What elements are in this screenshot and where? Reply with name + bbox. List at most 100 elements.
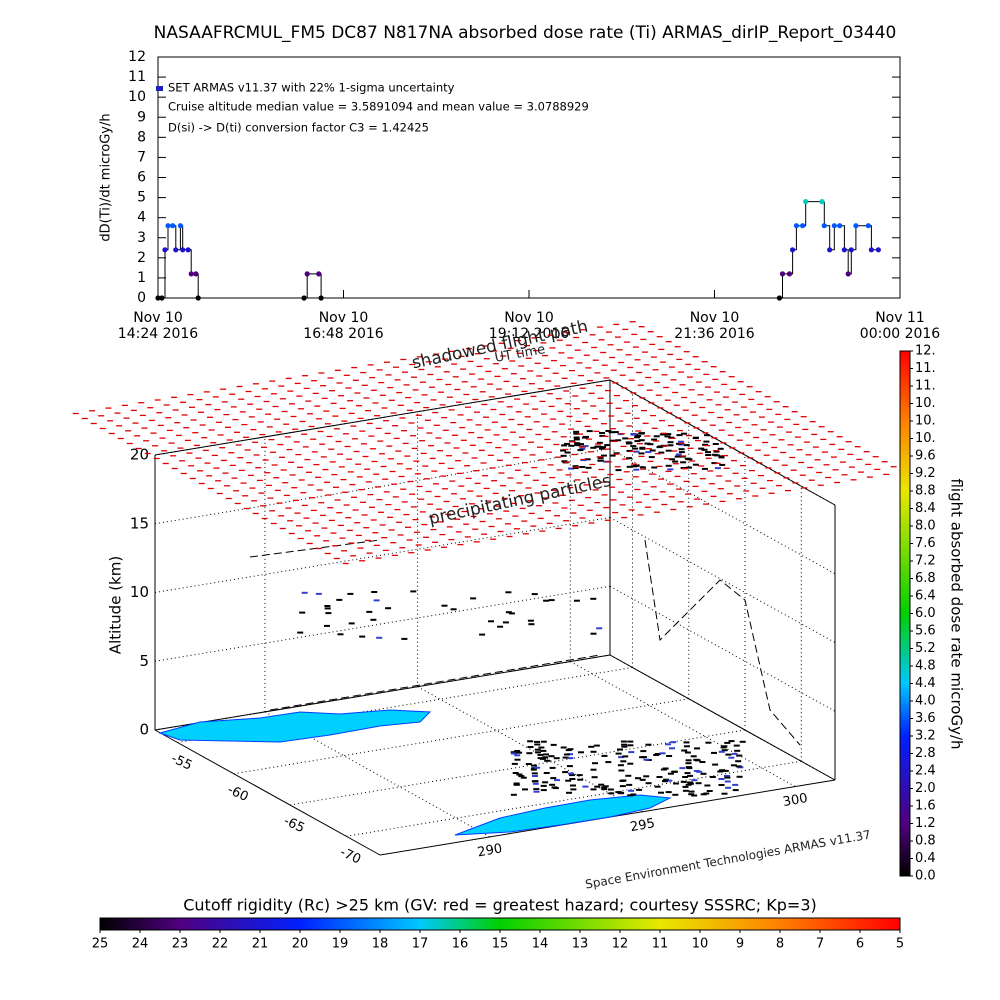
track-dot [604, 444, 611, 447]
track-dot [680, 461, 687, 464]
colorbar-tick-label: 7 [816, 937, 824, 952]
track-dot [702, 443, 709, 446]
colorbar-tick-label: 9.2 [915, 466, 936, 481]
track-dot [701, 467, 708, 470]
data-point [800, 223, 806, 229]
track-dot [337, 633, 344, 636]
colorbar-tick-label: 17 [412, 937, 429, 952]
track-dot [548, 755, 555, 758]
track-dot [622, 437, 629, 440]
data-point [318, 295, 324, 301]
track-dot [505, 611, 512, 614]
track-dot [721, 792, 728, 795]
track-dot [569, 778, 576, 780]
y-tick-label: 6 [137, 170, 146, 186]
colorbar-tick-label: 9.6 [915, 449, 936, 464]
track-dot [663, 778, 670, 781]
colorbar-tick-label: 11 [652, 937, 669, 952]
y-tick-label: 9 [137, 109, 146, 125]
track-dot [704, 784, 711, 787]
track-dot [666, 755, 673, 757]
colorbar-tick-label: 8.8 [915, 484, 936, 499]
track-dot [667, 468, 674, 471]
track-dot [563, 442, 570, 445]
track-dot [735, 765, 742, 768]
track-dot [717, 447, 724, 450]
colorbar-tick-label: 3.2 [915, 729, 936, 744]
track-dot [534, 740, 540, 743]
track-dot [718, 778, 725, 780]
track-dot [647, 443, 654, 446]
track-dot [617, 792, 624, 795]
track-dot [540, 789, 547, 792]
track-dot [608, 431, 615, 434]
land [158, 709, 432, 743]
colorbar-tick-label: 11. [915, 379, 936, 394]
track-dot [639, 466, 646, 469]
track-dot [578, 751, 584, 754]
track-dot [688, 793, 695, 796]
track-dot [694, 747, 700, 750]
track-dot [568, 444, 575, 447]
wall-grid-line [154, 517, 611, 593]
track-dot [690, 755, 697, 758]
track-dot [654, 785, 661, 788]
data-point [868, 247, 875, 253]
track-dot [336, 598, 343, 601]
track-dot [578, 443, 584, 446]
track-dot [730, 764, 737, 767]
track-dot [566, 791, 572, 794]
track-dot [505, 591, 512, 594]
data-point [776, 295, 783, 301]
data-point [170, 223, 176, 229]
track-dot [376, 636, 383, 639]
data-point [155, 295, 161, 301]
track-dot [562, 771, 569, 774]
track-dot [626, 442, 632, 445]
track-dot [649, 449, 656, 452]
track-dot [705, 454, 712, 456]
track-dot [703, 440, 710, 443]
colorbar-tick-label: 1.2 [915, 816, 936, 831]
track-dot [626, 783, 633, 786]
data-point [173, 247, 179, 253]
track-dot [732, 789, 739, 792]
land [454, 794, 672, 836]
track-dot [692, 463, 699, 466]
track-dot [698, 447, 705, 450]
track-dot [522, 788, 528, 791]
x-tick-label: Nov 10 [504, 310, 554, 326]
track-dot [638, 452, 645, 455]
track-dot [685, 766, 692, 769]
track-dot [548, 599, 555, 602]
track-dot [590, 597, 597, 600]
track-dot [599, 432, 605, 434]
track-dot [669, 458, 676, 461]
track-dot [645, 451, 652, 454]
y-tick-label: 4 [137, 210, 146, 226]
track-dot [573, 438, 580, 441]
colorbar [899, 350, 911, 877]
data-point [162, 247, 168, 253]
track-dot [694, 759, 701, 762]
track-dot [542, 781, 549, 784]
track-dot [667, 772, 674, 775]
track-dot [527, 619, 534, 622]
track-dot [651, 438, 658, 441]
track-dot [554, 779, 560, 782]
y-tick-label: 12 [128, 49, 146, 65]
colorbar-tick-label: 11. [915, 361, 936, 376]
colorbar-tick-label: 9 [736, 937, 744, 952]
y-tick-label: 3 [137, 230, 146, 246]
track-dot [639, 778, 646, 781]
track-dot [643, 758, 650, 761]
track-dot [654, 753, 661, 755]
track-dot [682, 785, 689, 788]
track-dot [564, 451, 571, 454]
track-dot [324, 624, 330, 627]
track-dot [685, 759, 692, 762]
track-dot [665, 464, 672, 467]
track-dot [534, 766, 541, 769]
track-dot [630, 445, 637, 448]
track-dot [693, 770, 700, 772]
